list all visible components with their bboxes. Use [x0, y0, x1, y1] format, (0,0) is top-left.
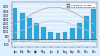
Bar — [70, 40, 74, 41]
Bar — [63, 32, 67, 40]
Bar — [20, 40, 25, 42]
Bar — [91, 40, 96, 42]
Bar — [20, 13, 25, 40]
Bar — [27, 40, 32, 41]
Bar — [48, 32, 53, 40]
Bar — [70, 29, 74, 40]
Bar — [84, 40, 89, 42]
Bar — [27, 18, 32, 40]
Bar — [34, 40, 39, 41]
Bar — [84, 17, 89, 40]
Bar — [77, 40, 82, 41]
Bar — [34, 23, 39, 40]
Bar — [77, 24, 82, 40]
Bar — [41, 27, 46, 40]
Bar — [13, 8, 17, 40]
Bar — [91, 10, 96, 40]
Bar — [56, 34, 60, 40]
Bar — [13, 40, 17, 42]
Legend: Heating/cooling need, Heat transfer possibilities: Heating/cooling need, Heat transfer poss… — [67, 4, 96, 9]
